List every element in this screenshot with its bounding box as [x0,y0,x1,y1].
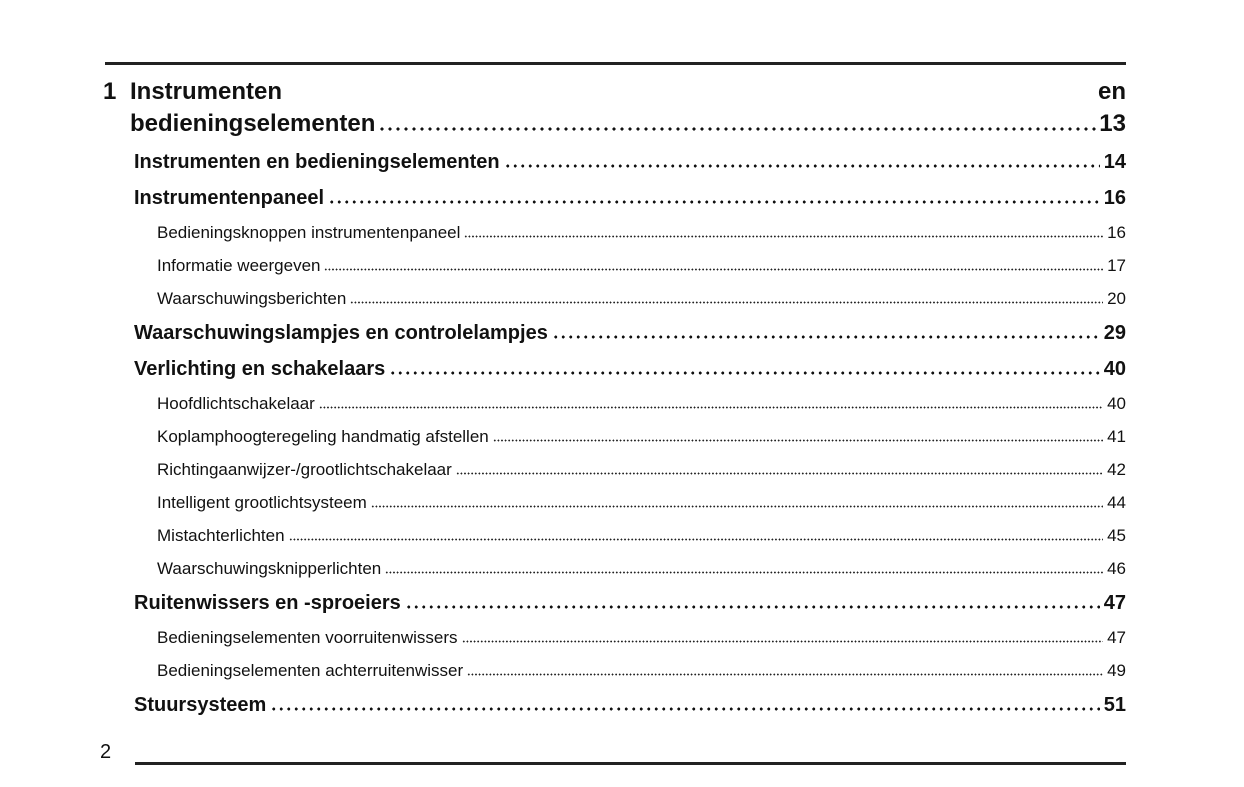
top-rule [105,62,1126,65]
toc-entry-label: Bedieningselementen achterruitenwisser [157,661,464,680]
dot-leader [404,605,1100,609]
dot-leader [324,268,1104,271]
bottom-rule [135,762,1126,765]
toc-entry-label: Mistachterlichten [157,526,285,545]
toc-subsection[interactable]: Mistachterlichten 45 [0,519,1126,552]
dot-leader [385,571,1104,574]
chapter-heading[interactable]: 1 Instrumenten en bedieningselementen 13 [103,78,1126,142]
toc-subsection[interactable]: Bedieningselementen voorruitenwissers 47 [0,621,1126,654]
toc-entry-label: Koplamphoogteregeling handmatig afstelle… [157,427,489,446]
dot-leader [288,538,1104,541]
toc-entry-label: Waarschuwingslampjes en controlelampjes [134,322,548,344]
toc-entry-label: Instrumenten en bedieningselementen [134,151,500,173]
toc-entry-label: Richtingaanwijzer-/grootlichtschakelaar [157,460,452,479]
toc-entry-label: Verlichting en schakelaars [134,358,386,380]
toc-section[interactable]: Ruitenwissers en -sproeiers 47 [0,585,1126,621]
toc-subsection[interactable]: Koplamphoogteregeling handmatig afstelle… [0,420,1126,453]
dot-leader [464,235,1104,238]
toc-entry-label: Waarschuwingsknipperlichten [157,559,382,578]
chapter-title-line2: bedieningselementen [130,110,376,137]
toc-entry-label: Ruitenwissers en -sproeiers [134,592,401,614]
toc-entry-label: Stuursysteem [134,694,267,716]
toc-entry-page: 17 [1107,256,1126,275]
toc-entry-page: 16 [1107,223,1126,242]
toc-subsection[interactable]: Bedieningsknoppen instrumentenpaneel 16 [0,216,1126,249]
toc-entry-label: Hoofdlichtschakelaar [157,394,315,413]
toc-entry-page: 46 [1107,559,1126,578]
toc-entry-label: Informatie weergeven [157,256,321,275]
toc-entry-page: 45 [1107,526,1126,545]
toc-entry-page: 40 [1103,358,1126,380]
toc-entry-page: 16 [1103,187,1126,209]
toc-section[interactable]: Verlichting en schakelaars 40 [0,351,1126,387]
toc-entry-label: Bedieningselementen voorruitenwissers [157,628,458,647]
toc-entry-label: Instrumentenpaneel [134,187,325,209]
toc-subsection[interactable]: Hoofdlichtschakelaar 40 [0,387,1126,420]
dot-leader [503,164,1100,168]
dot-leader [389,371,1100,375]
dot-leader [378,127,1097,131]
chapter-title-line1-end: en [1097,78,1126,105]
toc-section[interactable]: Waarschuwingslampjes en controlelampjes 2… [0,315,1126,351]
toc-section[interactable]: Stuursysteem 51 [0,687,1126,723]
toc-entry-page: 40 [1107,394,1126,413]
dot-leader [455,472,1104,475]
toc-entry-page: 47 [1103,592,1126,614]
toc-subsection[interactable]: Bedieningselementen achterruitenwisser 49 [0,654,1126,687]
toc-entry-page: 41 [1107,427,1126,446]
toc-entry-page: 42 [1107,460,1126,479]
toc-entry-page: 44 [1107,493,1126,512]
toc-subsection[interactable]: Intelligent grootlichtsysteem 44 [0,486,1126,519]
chapter-page: 13 [1099,110,1126,137]
toc-entry-label: Intelligent grootlichtsysteem [157,493,367,512]
dot-leader [492,439,1104,442]
toc-entry-page: 47 [1107,628,1126,647]
toc-entry-page: 14 [1103,151,1126,173]
toc-subsection[interactable]: Waarschuwingsknipperlichten 46 [0,552,1126,585]
page-number: 2 [100,741,112,763]
dot-leader [350,301,1104,304]
toc-entry-page: 51 [1103,694,1126,716]
toc-list: Instrumenten en bedieningselementen 14 Ins… [0,144,1126,723]
toc-entry-label: Waarschuwingsberichten [157,289,347,308]
toc-subsection[interactable]: Richtingaanwijzer-/grootlichtschakelaar 4… [0,453,1126,486]
chapter-number: 1 [103,78,117,105]
toc-subsection[interactable]: Informatie weergeven 17 [0,249,1126,282]
dot-leader [270,707,1100,711]
dot-leader [461,640,1104,643]
dot-leader [328,200,1100,204]
toc-section[interactable]: Instrumenten en bedieningselementen 14 [0,144,1126,180]
toc-entry-label: Bedieningsknoppen instrumentenpaneel [157,223,461,242]
toc-entry-page: 20 [1107,289,1126,308]
dot-leader [551,335,1100,339]
toc-entry-page: 49 [1107,661,1126,680]
dot-leader [318,406,1104,409]
chapter-title-line1: Instrumenten [130,78,283,105]
toc-section[interactable]: Instrumentenpaneel 16 [0,180,1126,216]
toc-entry-page: 29 [1103,322,1126,344]
toc-subsection[interactable]: Waarschuwingsberichten 20 [0,282,1126,315]
dot-leader [370,505,1104,508]
dot-leader [467,673,1104,676]
